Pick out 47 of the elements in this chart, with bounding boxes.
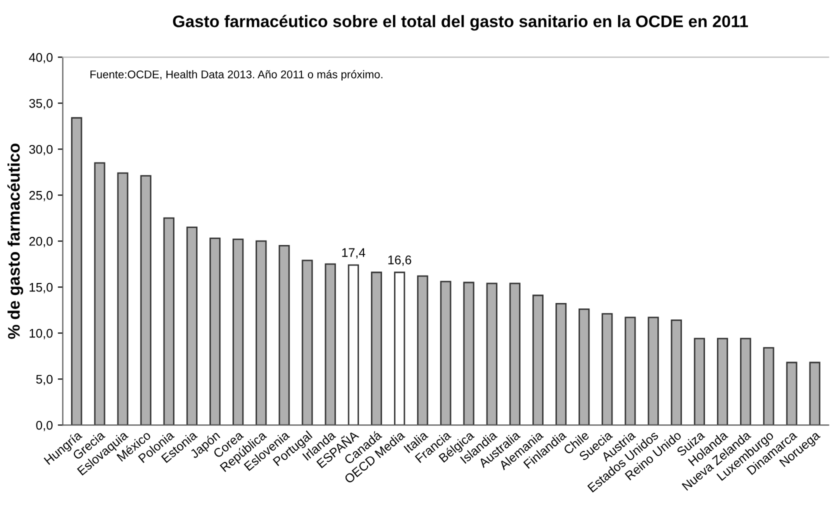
y-tick-label: 35,0: [29, 98, 53, 110]
bar: [763, 347, 774, 426]
bar: [556, 302, 567, 426]
bar: [532, 294, 544, 426]
bar: [394, 272, 406, 426]
bar: [809, 362, 820, 426]
bar: [648, 316, 659, 426]
y-tick-label: 25,0: [29, 190, 53, 202]
bar: [486, 282, 498, 426]
bar: [186, 226, 198, 426]
bar: [324, 263, 336, 426]
bar: [256, 240, 267, 426]
bar: [694, 338, 705, 426]
bar: [232, 238, 244, 426]
bar: [624, 316, 636, 426]
y-tick-label: 15,0: [30, 282, 53, 294]
y-tick-label: 0,0: [36, 420, 53, 432]
bar: [370, 272, 382, 426]
data-label: 16,6: [388, 256, 412, 266]
y-tick-label: 40,0: [29, 52, 53, 64]
y-tick-label: 5,0: [36, 374, 53, 386]
bar: [302, 260, 313, 426]
bar: [440, 280, 452, 426]
bar: [740, 338, 752, 426]
bar: [94, 162, 106, 426]
bar: [716, 338, 728, 426]
y-tick-label: 30,0: [29, 144, 53, 156]
bar: [786, 362, 798, 426]
bar: [140, 175, 152, 426]
annotation: Fuente:OCDE, Health Data 2013. Año 2011 o más próximo.: [90, 70, 382, 81]
data-label: 17,4: [342, 248, 366, 258]
bar: [278, 245, 290, 426]
bar: [602, 313, 613, 426]
bar: [117, 172, 128, 426]
bar: [417, 275, 428, 426]
bar: [71, 117, 82, 426]
bar: [670, 320, 682, 426]
bar: [509, 282, 520, 426]
bar: [463, 282, 474, 426]
bar: [578, 308, 590, 426]
chart-title: Gasto farmacéutico sobre el total del gasto sanitario en la OCDE en 2011: [172, 14, 748, 31]
y-axis-title: % de gasto farmacéutico: [7, 144, 24, 339]
y-tick-label: 10,0: [30, 328, 53, 340]
bar: [209, 238, 221, 426]
bar: [348, 264, 359, 426]
bar: [163, 217, 174, 426]
y-tick-label: 20,0: [29, 236, 53, 248]
